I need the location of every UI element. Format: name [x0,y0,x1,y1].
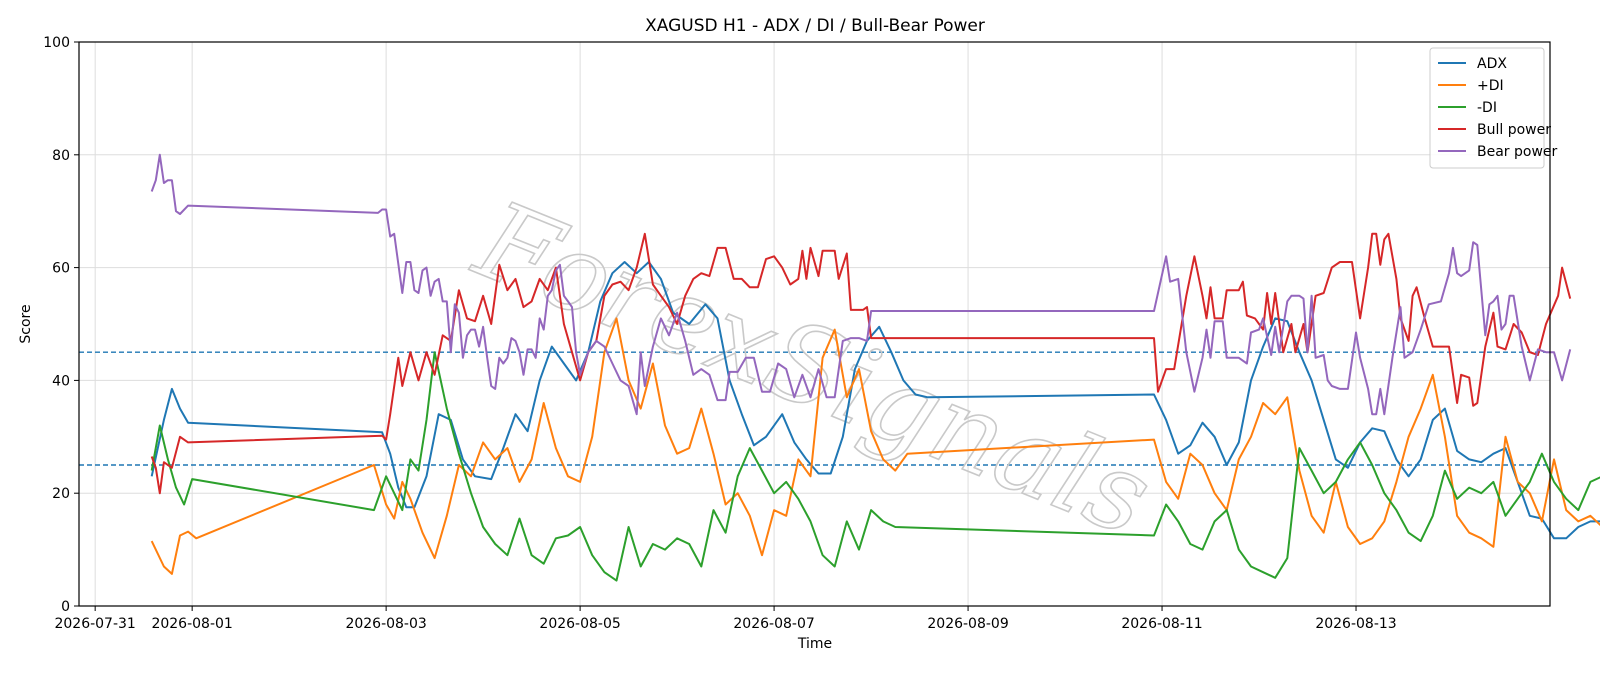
series-line-adx [150,261,1600,540]
legend-label: -DI [1477,100,1497,116]
legend-label: Bull power [1477,122,1551,138]
chart-title: XAGUSD H1 - ADX / DI / Bull-Bear Power [645,16,985,36]
y-tick-label: 100 [43,35,70,51]
y-tick-label: 40 [52,373,70,389]
legend-label: ADX [1477,56,1507,72]
series-layer [150,153,1600,582]
x-tick-label: 2026-08-01 [151,616,232,632]
series-line-bull-power [150,232,1572,495]
y-axis: 0 20 40 60 80 100 [43,35,79,615]
y-tick-label: 60 [52,261,70,277]
series-line-bear-power [150,153,1572,416]
x-tick-label: 2026-08-07 [733,616,814,632]
legend: ADX +DI -DI Bull power Bear power [1429,47,1558,169]
x-tick-label: 2026-08-03 [345,616,426,632]
x-axis-label: Time [797,636,832,652]
x-axis: 2026-07-31 2026-08-01 2026-08-03 2026-08-05… [54,606,1397,632]
x-tick-label: 2026-08-09 [927,616,1008,632]
x-tick-label: 2026-07-31 [54,616,135,632]
legend-label: +DI [1477,78,1504,94]
y-axis-label: Score [18,304,34,343]
y-tick-label: 80 [52,148,70,164]
legend-label: Bear power [1477,144,1558,160]
legend-box [1429,47,1545,169]
x-tick-label: 2026-08-05 [539,616,620,632]
x-tick-label: 2026-08-11 [1121,616,1202,632]
plot-frame [78,41,1551,607]
series-line-di [150,317,1600,575]
reference-lines [79,351,1550,466]
series-line-di [150,351,1600,582]
x-tick-label: 2026-08-13 [1315,616,1396,632]
y-tick-label: 0 [61,599,70,615]
y-tick-label: 20 [52,486,70,502]
